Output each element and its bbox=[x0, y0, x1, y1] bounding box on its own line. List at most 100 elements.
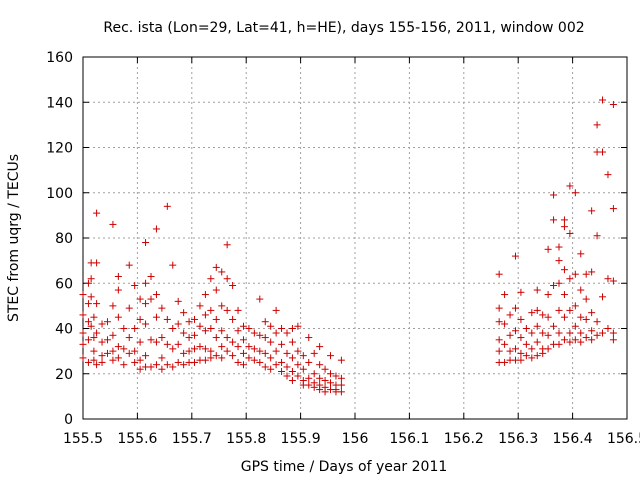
data-point bbox=[327, 379, 335, 387]
data-point bbox=[566, 329, 574, 337]
data-point bbox=[201, 345, 209, 353]
axis-ticks bbox=[82, 56, 628, 420]
data-point bbox=[131, 282, 139, 290]
data-point bbox=[109, 347, 117, 355]
data-point bbox=[201, 356, 209, 364]
data-point bbox=[305, 374, 313, 382]
data-point bbox=[566, 182, 574, 190]
y-axis-label: STEC from uqrg / TECUs bbox=[6, 154, 22, 322]
data-point bbox=[142, 320, 150, 328]
data-point bbox=[109, 356, 117, 364]
data-point bbox=[550, 282, 558, 290]
data-point bbox=[604, 275, 612, 283]
data-point bbox=[218, 327, 226, 335]
data-point bbox=[577, 313, 585, 321]
data-point bbox=[114, 343, 122, 351]
data-point bbox=[163, 315, 171, 323]
data-point bbox=[321, 377, 329, 385]
data-point bbox=[98, 358, 106, 366]
data-point bbox=[566, 338, 574, 346]
data-point bbox=[147, 363, 155, 371]
chart-title: Rec. ista (Lon=29, Lat=41, h=HE), days 1… bbox=[103, 20, 584, 36]
x-tick-label: 155.7 bbox=[172, 431, 212, 447]
data-point bbox=[577, 329, 585, 337]
data-point bbox=[593, 232, 601, 240]
data-point bbox=[299, 365, 307, 373]
data-point bbox=[560, 313, 568, 321]
data-point bbox=[588, 309, 596, 317]
data-point bbox=[93, 300, 101, 308]
data-point bbox=[501, 340, 509, 348]
data-point bbox=[332, 372, 340, 380]
data-point bbox=[550, 191, 558, 199]
data-point bbox=[84, 358, 92, 366]
data-point bbox=[256, 331, 264, 339]
data-point bbox=[79, 329, 87, 337]
data-point bbox=[604, 325, 612, 332]
data-point bbox=[522, 352, 530, 360]
data-point bbox=[560, 336, 568, 344]
data-point bbox=[142, 300, 150, 308]
data-point bbox=[103, 349, 111, 357]
x-tick-label: 156.5 bbox=[607, 431, 640, 447]
data-point bbox=[223, 334, 231, 342]
data-point bbox=[511, 252, 519, 260]
data-point bbox=[593, 121, 601, 129]
y-tick-label: 20 bbox=[55, 367, 73, 383]
data-point bbox=[566, 306, 574, 314]
data-point bbox=[256, 347, 264, 355]
data-point bbox=[245, 354, 253, 362]
data-point bbox=[577, 250, 585, 258]
data-point bbox=[337, 374, 345, 382]
data-point bbox=[288, 377, 296, 385]
data-point bbox=[582, 295, 590, 303]
data-point bbox=[555, 257, 563, 265]
data-point bbox=[566, 275, 574, 283]
data-point bbox=[103, 336, 111, 344]
x-axis-label: GPS time / Days of year 2011 bbox=[241, 459, 448, 475]
data-point bbox=[98, 352, 106, 360]
y-tick-label: 0 bbox=[64, 412, 73, 428]
data-point bbox=[212, 352, 220, 360]
data-point bbox=[261, 334, 269, 342]
data-point bbox=[310, 383, 318, 391]
data-point bbox=[125, 349, 133, 357]
data-point bbox=[511, 327, 519, 335]
data-point bbox=[158, 304, 166, 312]
data-point bbox=[321, 365, 329, 373]
data-point bbox=[98, 320, 106, 328]
data-point bbox=[239, 336, 247, 344]
data-point bbox=[163, 340, 171, 348]
data-point bbox=[212, 334, 220, 342]
data-point bbox=[609, 329, 617, 337]
data-point bbox=[87, 275, 95, 283]
x-tick-label: 155.9 bbox=[281, 431, 321, 447]
data-point bbox=[571, 189, 579, 197]
data-point bbox=[533, 352, 541, 360]
data-point bbox=[125, 334, 133, 342]
data-point bbox=[261, 349, 269, 357]
data-point bbox=[278, 358, 286, 366]
data-point bbox=[517, 356, 525, 364]
data-point bbox=[223, 241, 231, 249]
data-point bbox=[517, 334, 525, 342]
data-point bbox=[234, 327, 242, 335]
data-point bbox=[278, 367, 286, 375]
y-tick-label: 160 bbox=[46, 50, 73, 66]
data-point bbox=[212, 263, 220, 271]
data-point bbox=[544, 331, 552, 339]
data-point bbox=[191, 345, 199, 353]
data-point bbox=[185, 334, 193, 342]
data-point bbox=[517, 288, 525, 296]
data-point bbox=[234, 358, 242, 366]
data-point bbox=[560, 216, 568, 224]
data-point bbox=[305, 334, 313, 342]
data-point bbox=[337, 356, 345, 364]
data-point bbox=[267, 338, 275, 346]
data-point bbox=[501, 320, 509, 328]
data-point bbox=[125, 304, 133, 312]
data-point bbox=[218, 343, 226, 351]
data-point bbox=[337, 388, 345, 396]
data-point bbox=[114, 354, 122, 362]
data-point bbox=[501, 358, 509, 366]
